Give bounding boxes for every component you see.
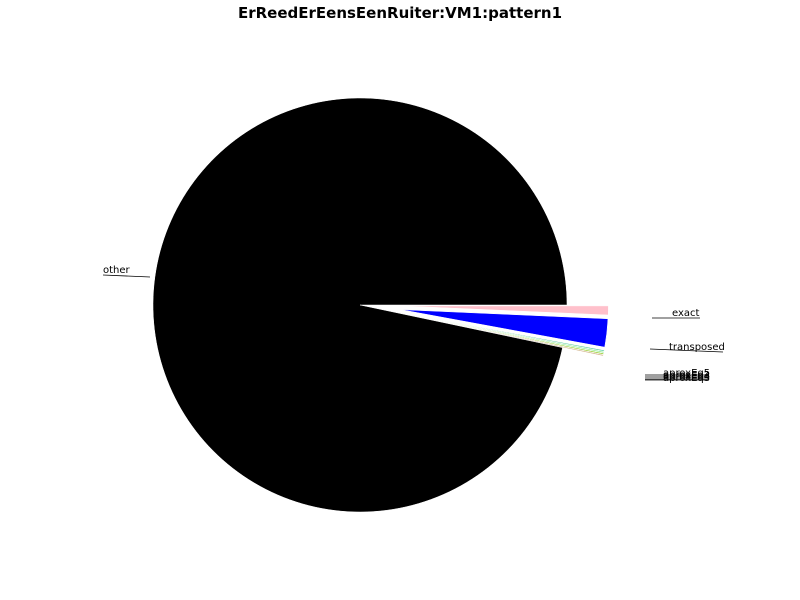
leader-lines-layer <box>102 274 724 381</box>
slices-layer <box>152 97 609 513</box>
leader-line-transposed <box>649 348 724 353</box>
slice-label-aproxEq2: aproxEq2 <box>663 370 710 381</box>
slice-label-exact: exact <box>672 308 700 319</box>
pie-slice-aproxEq4 <box>400 312 605 354</box>
slice-label-aproxEq5: aproxEq5 <box>663 368 710 379</box>
slice-label-transposed: transposed <box>669 342 725 353</box>
pie-slice-transposed <box>401 309 609 348</box>
slice-label-other: other <box>103 265 131 276</box>
pie-slice-other <box>152 97 568 513</box>
leader-line-other <box>102 274 151 278</box>
slice-label-aproxEq3: aproxEq3 <box>663 373 710 384</box>
pie-slice-aproxEq3 <box>400 312 604 355</box>
chart-title: ErReedErEensEenRuiter:VM1:pattern1 <box>237 4 563 22</box>
slice-label-aproxEq4: aproxEq4 <box>663 371 710 382</box>
pie-slice-aproxEq5 <box>400 312 605 352</box>
pie-slice-exact <box>401 305 609 316</box>
slice-labels-layer: exact transposed aproxEq5aproxEq4aproxEq3a… <box>103 265 725 384</box>
